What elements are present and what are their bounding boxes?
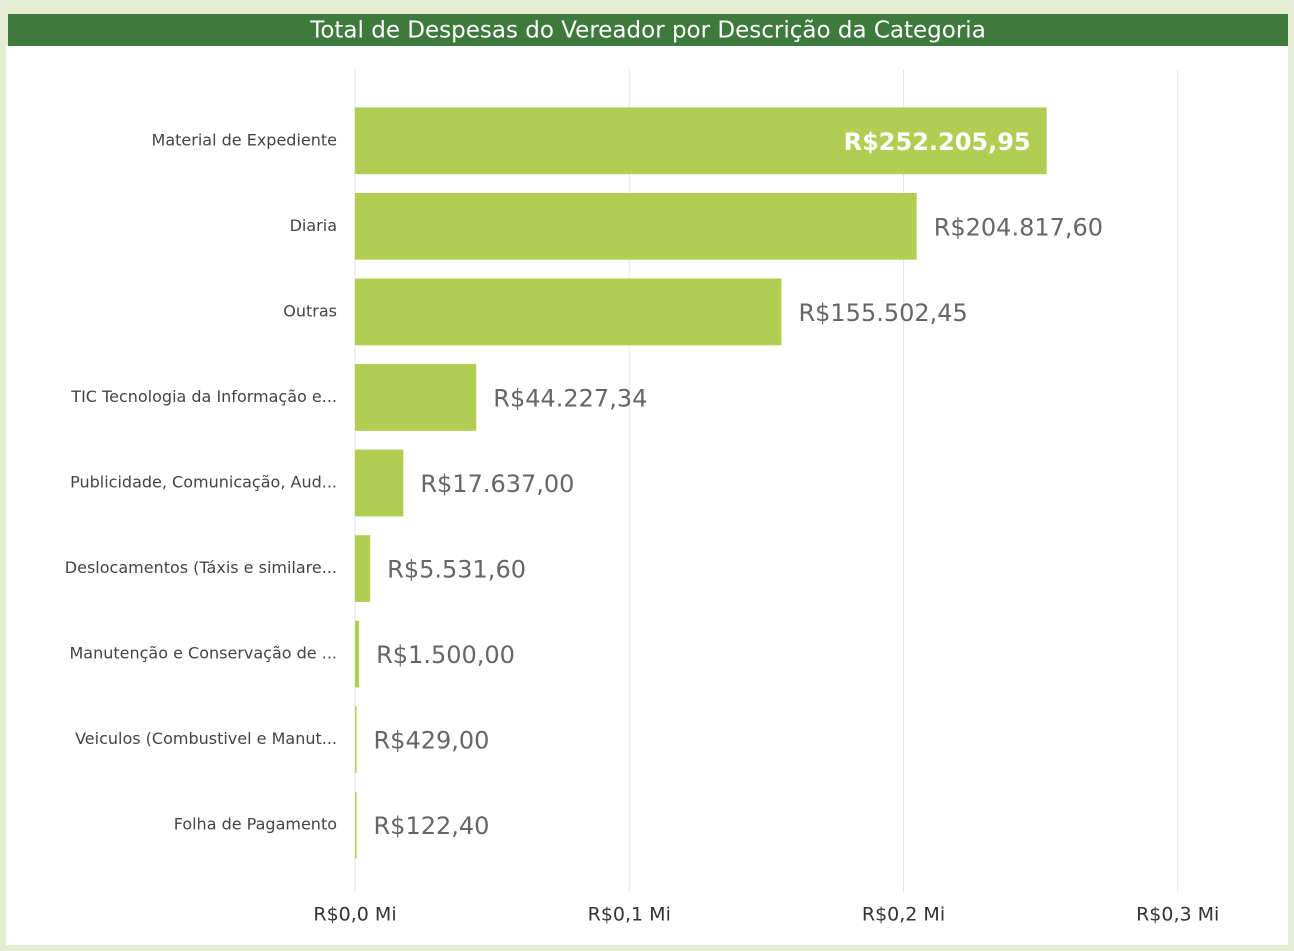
bar (355, 278, 782, 346)
data-label: R$204.817,60 (934, 213, 1103, 241)
bar (355, 535, 371, 602)
data-label: R$252.205,95 (844, 128, 1031, 156)
y-tick-label: Deslocamentos (Táxis e similare... (65, 558, 337, 577)
data-label: R$155.502,45 (798, 299, 967, 327)
bar (355, 791, 357, 859)
data-label: R$1.500,00 (376, 641, 515, 669)
bar (355, 620, 360, 688)
y-tick-label: Diaria (290, 216, 337, 235)
title-bar (8, 14, 1288, 46)
bar (355, 107, 1047, 175)
y-tick-label: Veiculos (Combustivel e Manut... (75, 729, 337, 748)
x-tick-label: R$0,1 Mi (588, 904, 671, 926)
bar (355, 706, 357, 774)
chart-title: Total de Despesas do Vereador por Descri… (309, 18, 986, 44)
data-label: R$5.531,60 (387, 556, 526, 584)
data-label: R$44.227,34 (493, 384, 647, 412)
bar (355, 192, 917, 260)
x-tick-label: R$0,0 Mi (313, 904, 396, 926)
y-tick-label: Manutenção e Conservação de ... (69, 644, 337, 663)
y-tick-label: Material de Expediente (152, 130, 337, 149)
y-tick-label: Folha de Pagamento (174, 815, 337, 834)
panel (6, 46, 1288, 945)
data-label: R$429,00 (374, 727, 490, 755)
y-tick-label: Outras (283, 301, 337, 320)
bar (355, 449, 404, 517)
x-tick-label: R$0,3 Mi (1136, 904, 1219, 926)
bar (355, 364, 477, 431)
data-label: R$122,40 (374, 812, 490, 840)
data-label: R$17.637,00 (420, 470, 574, 498)
y-tick-label: TIC Tecnologia da Informação e... (70, 387, 337, 406)
y-tick-label: Publicidade, Comunicação, Aud... (70, 473, 337, 492)
x-tick-label: R$0,2 Mi (862, 904, 945, 926)
